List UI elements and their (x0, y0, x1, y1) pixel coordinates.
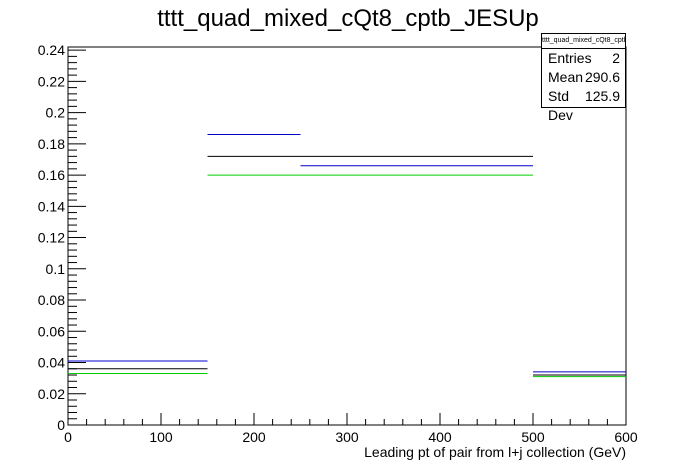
y-tick-label: 0.14 (38, 198, 65, 214)
x-tick-label: 200 (242, 429, 266, 445)
stats-title: tttt_quad_mixed_cQt8_cptb_JESUp (542, 34, 625, 49)
stats-value: 2 (612, 50, 620, 66)
stats-row-stddev: Std Dev 125.9 (542, 87, 625, 123)
x-tick-label: 600 (614, 429, 638, 445)
x-tick-label: 400 (428, 429, 452, 445)
stats-label: Mean (548, 69, 584, 85)
x-axis-label: Leading pt of pair from l+j collection (… (364, 444, 626, 460)
series-layer (68, 133, 626, 378)
stats-label: Entries (548, 50, 592, 66)
y-tick-label: 0.08 (38, 292, 65, 308)
x-tick-label: 500 (521, 429, 545, 445)
y-tick-label: 0 (57, 417, 65, 433)
y-tick-label: 0.04 (38, 355, 65, 371)
y-tick-label: 0.16 (38, 167, 65, 183)
y-tick-label: 0.02 (38, 386, 65, 402)
chart-title: tttt_quad_mixed_cQt8_cptb_JESUp (157, 5, 539, 32)
x-axis: 0 100 200 300 400 500 600 (64, 413, 638, 445)
histogram-series (68, 133, 626, 373)
stats-value: 125.9 (584, 88, 620, 104)
stats-row-mean: Mean 290.6 (542, 68, 625, 87)
stats-row-entries: Entries 2 (542, 49, 625, 68)
y-tick-label: 0.12 (38, 230, 65, 246)
histogram-series (68, 155, 626, 376)
y-tick-label: 0.2 (46, 105, 66, 121)
stats-value: 290.6 (584, 69, 620, 85)
stats-box: tttt_quad_mixed_cQt8_cptb_JESUp Entries … (541, 33, 626, 123)
y-tick-label: 0.22 (38, 73, 65, 89)
histogram-series (68, 174, 626, 378)
y-tick-label: 0.24 (38, 42, 65, 58)
y-axis: 0 0.02 0.04 0.06 0.08 0.1 0.12 0.14 0.16 0.18 0.2 0… (38, 42, 86, 433)
x-tick-label: 300 (335, 429, 359, 445)
y-tick-label: 0.06 (38, 323, 65, 339)
x-tick-label: 100 (149, 429, 173, 445)
y-tick-label: 0.1 (46, 261, 66, 277)
y-tick-label: 0.18 (38, 136, 65, 152)
x-tick-label: 0 (64, 429, 72, 445)
stats-label: Std Dev (548, 88, 573, 123)
